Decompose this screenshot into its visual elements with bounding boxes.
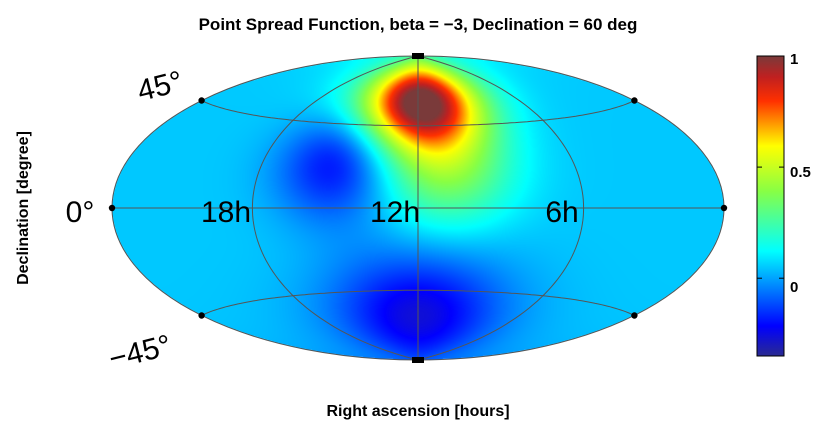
ra-tick-label-6h: 6h <box>545 196 578 229</box>
y-axis-label: Declination [degree] <box>15 131 32 285</box>
colorbar-tick-label-0.5: 0.5 <box>790 164 811 181</box>
colorbar: 1 0.5 0 <box>756 51 811 357</box>
grid-marker <box>631 97 638 104</box>
grid-marker <box>198 312 205 319</box>
dec-tick-label-45: 45° <box>134 65 186 108</box>
grid-markers <box>108 53 728 363</box>
x-axis-label: Right ascension [hours] <box>326 403 509 420</box>
chart-title: Point Spread Function, beta = −3, Declin… <box>199 15 638 34</box>
colorbar-tick-label-0: 0 <box>790 279 798 296</box>
pole-marker <box>412 53 424 59</box>
ra-tick-label-18h: 18h <box>201 196 251 229</box>
grid-marker <box>720 204 728 212</box>
ra-tick-label-12h: 12h <box>370 196 420 229</box>
meridian-line <box>417 55 585 361</box>
grid-marker <box>108 204 116 212</box>
meridian-line <box>251 55 419 361</box>
grid-marker <box>631 312 638 319</box>
grid-marker <box>198 97 205 104</box>
colorbar-ticks <box>757 55 784 279</box>
colorbar-tick-label-1: 1 <box>790 51 798 68</box>
colorbar-gradient <box>756 55 785 357</box>
dec-tick-label-minus45: −45° <box>106 329 175 376</box>
dec-tick-label-0: 0° <box>66 196 95 229</box>
pole-marker <box>412 357 424 363</box>
